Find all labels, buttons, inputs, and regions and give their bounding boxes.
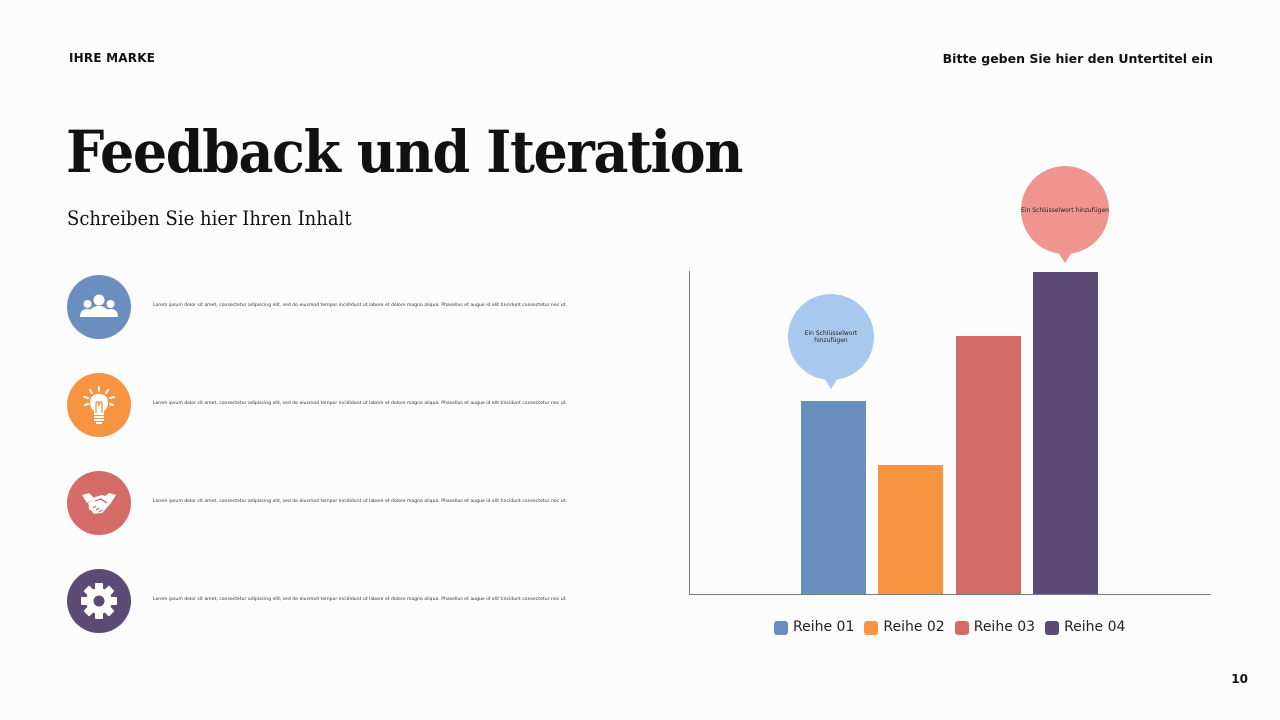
y-axis [689,271,690,595]
chart-legend: Reihe 01 Reihe 02 Reihe 03 Reihe 04 [774,618,1125,635]
legend-label: Reihe 04 [1064,618,1126,635]
legend-item: Reihe 03 [954,618,1036,635]
legend-item: Reihe 01 [774,618,854,635]
bar-reihe-04 [1033,272,1098,594]
legend-item: Reihe 04 [1045,618,1125,635]
callout-text: Ein Schlüsselwort hinzufügen [1021,206,1109,214]
item-text: Lorem ipsum dolor sit amet, consectetur … [153,303,567,308]
legend-swatch [954,621,969,635]
header-subtitle: Bitte geben Sie hier den Untertitel ein [942,51,1213,66]
page-title: Feedback und Iteration [66,118,743,186]
item-text: Lorem ipsum dolor sit amet, consectetur … [153,499,567,504]
keyword-callout[interactable]: Ein Schlüsselwort hinzufügen [1021,166,1109,263]
brand-name: IHRE MARKE [69,51,156,65]
legend-swatch [1045,621,1060,635]
legend-swatch [774,621,788,635]
list-item: Lorem ipsum dolor sit amet, consectetur … [67,275,587,339]
list-item: Lorem ipsum dolor sit amet, consectetur … [67,373,587,437]
content-subtitle: Schreiben Sie hier Ihren Inhalt [67,206,352,230]
bar-reihe-03 [956,336,1021,594]
list-item: Lorem ipsum dolor sit amet, consectetur … [67,569,587,633]
bar-chart [689,271,1211,595]
handshake-icon [67,471,131,535]
legend-label: Reihe 02 [883,618,945,635]
callout-text: Ein Schlüsselwort hinzufügen [804,330,858,344]
list-item: Lorem ipsum dolor sit amet, consectetur … [67,471,587,535]
legend-label: Reihe 03 [973,618,1036,635]
bar-reihe-02 [878,465,943,594]
keyword-callout[interactable]: Ein Schlüsselwort hinzufügen [788,294,874,389]
gear-icon [67,569,131,633]
lightbulb-icon [67,373,131,437]
item-text: Lorem ipsum dolor sit amet, consectetur … [153,401,567,406]
bar-reihe-01 [801,401,866,594]
page-number: 10 [1231,672,1248,686]
x-axis [689,594,1211,595]
item-text: Lorem ipsum dolor sit amet, consectetur … [153,597,567,602]
legend-label: Reihe 01 [793,618,855,635]
legend-swatch [864,621,879,635]
team-icon [67,275,131,339]
legend-item: Reihe 02 [864,618,945,635]
